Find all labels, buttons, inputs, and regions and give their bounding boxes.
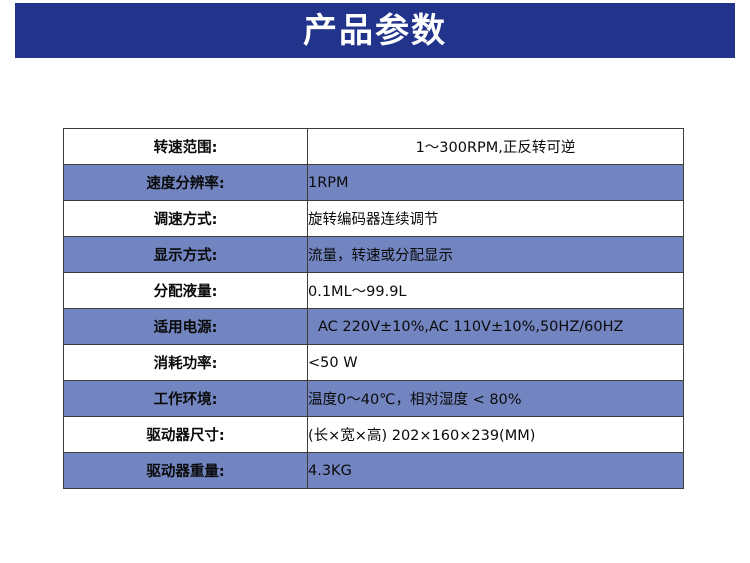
product-spec-table-container: 转速范围: 1〜300RPM,正反转可逆 速度分辨率: 1RPM 调速方式: 旋转编码器连… — [63, 128, 684, 489]
spec-value-cell: 4.3KG — [307, 452, 684, 489]
spec-label-cell: 驱动器尺寸: — [63, 416, 308, 453]
spec-value-cell: <50 W — [307, 344, 684, 381]
spec-table-row: 转速范围: 1〜300RPM,正反转可逆 — [63, 128, 684, 165]
spec-table-row: 速度分辨率: 1RPM — [63, 164, 684, 201]
spec-value-cell: 温度0〜40℃，相对湿度 < 80% — [307, 380, 684, 417]
spec-table-row: 分配液量: 0.1ML〜99.9L — [63, 272, 684, 309]
spec-value-cell: 旋转编码器连续调节 — [307, 200, 684, 237]
spec-label-cell: 适用电源: — [63, 308, 308, 345]
spec-value-cell: 0.1ML〜99.9L — [307, 272, 684, 309]
spec-value-cell: 流量，转速或分配显示 — [307, 236, 684, 273]
spec-label-cell: 调速方式: — [63, 200, 308, 237]
spec-table-body: 转速范围: 1〜300RPM,正反转可逆 速度分辨率: 1RPM 调速方式: 旋转编码器连… — [63, 128, 684, 489]
spec-table-row: 驱动器尺寸: (长×宽×高) 202×160×239(MM) — [63, 416, 684, 453]
spec-table-row: 驱动器重量: 4.3KG — [63, 452, 684, 489]
spec-value-cell: 1RPM — [307, 164, 684, 201]
spec-label-cell: 工作环境: — [63, 380, 308, 417]
spec-table-row: 工作环境: 温度0〜40℃，相对湿度 < 80% — [63, 380, 684, 417]
spec-table-row: 调速方式: 旋转编码器连续调节 — [63, 200, 684, 237]
spec-value-cell: AC 220V±10%,AC 110V±10%,50HZ/60HZ — [307, 308, 684, 345]
spec-table-row: 消耗功率: <50 W — [63, 344, 684, 381]
spec-label-cell: 显示方式: — [63, 236, 308, 273]
page-header-banner: 产品参数 — [15, 3, 735, 58]
spec-value-cell: (长×宽×高) 202×160×239(MM) — [307, 416, 684, 453]
spec-label-cell: 驱动器重量: — [63, 452, 308, 489]
spec-label-cell: 速度分辨率: — [63, 164, 308, 201]
spec-value-cell: 1〜300RPM,正反转可逆 — [307, 128, 684, 165]
product-spec-table: 转速范围: 1〜300RPM,正反转可逆 速度分辨率: 1RPM 调速方式: 旋转编码器连… — [63, 128, 684, 489]
spec-table-row: 显示方式: 流量，转速或分配显示 — [63, 236, 684, 273]
spec-table-row: 适用电源: AC 220V±10%,AC 110V±10%,50HZ/60HZ — [63, 308, 684, 345]
spec-label-cell: 转速范围: — [63, 128, 308, 165]
spec-label-cell: 分配液量: — [63, 272, 308, 309]
page-title: 产品参数 — [303, 10, 447, 51]
spec-label-cell: 消耗功率: — [63, 344, 308, 381]
